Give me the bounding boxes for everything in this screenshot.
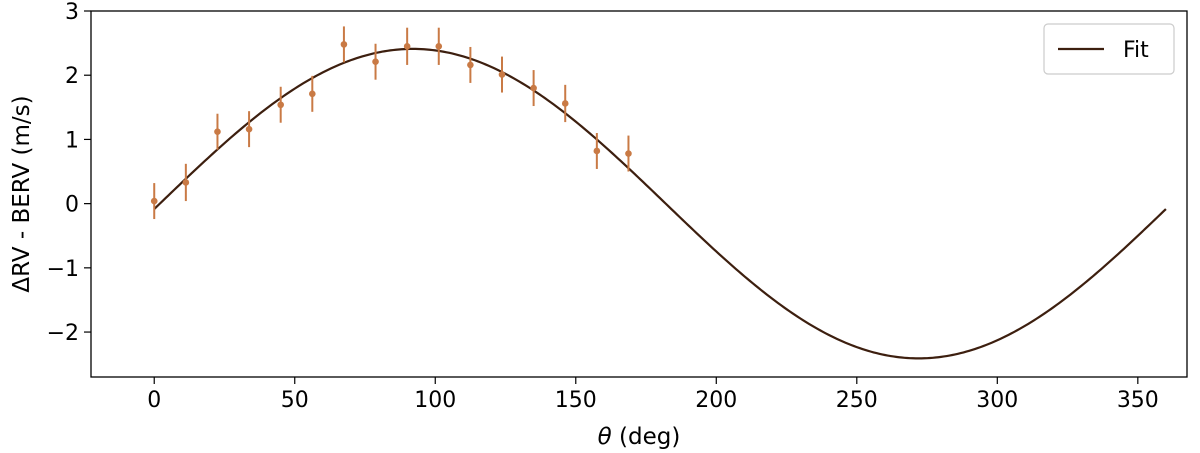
y-tick-label: −1 [47, 257, 79, 282]
y-tick-label: −2 [47, 321, 79, 346]
data-points [150, 26, 632, 220]
data-point [150, 197, 158, 205]
data-point [561, 100, 569, 107]
legend-label-fit: Fit [1123, 38, 1149, 63]
x-tick-label: 200 [695, 388, 737, 413]
x-axis-label-unit: (deg) [612, 424, 681, 450]
x-tick-label: 100 [414, 388, 456, 413]
x-tick-label: 50 [281, 388, 309, 413]
data-point [372, 58, 379, 66]
y-tick-label: 0 [65, 193, 79, 218]
x-tick-label: 150 [555, 388, 597, 413]
fit-line [153, 47, 1167, 360]
plot-frame [90, 10, 1188, 378]
data-point [593, 147, 601, 155]
data-point [277, 101, 284, 109]
data-point [214, 128, 221, 136]
data-point [403, 43, 411, 50]
legend: Fit [1043, 23, 1175, 75]
fit-layer [153, 47, 1167, 360]
data-point [309, 90, 316, 98]
axis-ticks: 0 50 100 150 200 250 300 350 −2 −1 0 1 2 3 [47, 0, 1159, 413]
data-point [467, 61, 474, 69]
legend-box [1043, 23, 1175, 75]
x-tick-label: 300 [976, 388, 1018, 413]
data-point [340, 41, 348, 48]
data-point [245, 125, 253, 133]
data-point [435, 43, 443, 50]
data-point [182, 179, 190, 186]
x-axis-label: θ (deg) [598, 424, 681, 450]
x-tick-label: 0 [147, 388, 161, 413]
data-point [625, 150, 632, 157]
y-axis-label: ΔRV - BERV (m/s) [9, 95, 35, 292]
y-tick-label: 2 [65, 64, 79, 89]
data-point [498, 71, 506, 78]
x-axis-label-symbol: θ [598, 424, 612, 450]
data-point [530, 84, 537, 92]
x-tick-label: 350 [1117, 388, 1159, 413]
x-tick-label: 250 [836, 388, 878, 413]
y-tick-label: 1 [65, 128, 79, 153]
y-tick-label: 3 [65, 0, 79, 25]
